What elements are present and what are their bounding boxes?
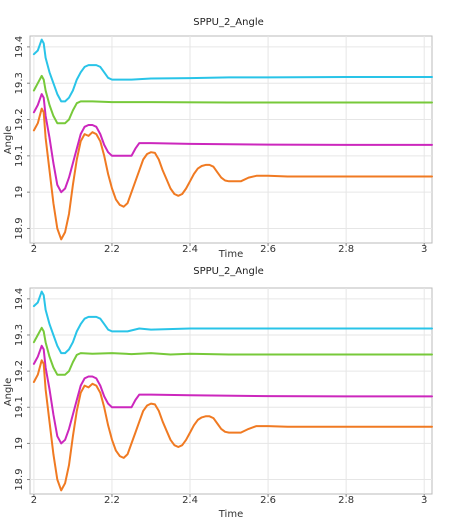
x-tick-label: 2.6 bbox=[260, 495, 276, 506]
x-tick-label: 2 bbox=[31, 495, 37, 506]
y-tick-label: 19.4 bbox=[14, 36, 25, 58]
chart-panel-top: SPPU_2_Angle 2 2.2 2.4 2.6 2.8 3 18.9 19 19.1 19.… bbox=[3, 17, 433, 260]
y-tick-label: 19.4 bbox=[14, 288, 25, 310]
chart-plot-bottom: 2 2.2 2.4 2.6 2.8 3 18.9 19 19.1 19.2 19.3 19.4 Time… bbox=[3, 287, 433, 520]
chart-title: SPPU_2_Angle bbox=[193, 17, 264, 28]
series-line-2 bbox=[32, 74, 433, 125]
series-line-3 bbox=[32, 344, 433, 445]
y-tick-label: 19.1 bbox=[14, 145, 25, 167]
y-tick-label: 19.3 bbox=[14, 72, 25, 94]
y-axis-label: Angle bbox=[3, 126, 14, 154]
y-tick-label: 18.9 bbox=[14, 217, 25, 239]
chart-plot-top: 2 2.2 2.4 2.6 2.8 3 18.9 19 19.1 19.2 19.3 19.4 Time… bbox=[3, 35, 433, 260]
series-line-4 bbox=[32, 359, 433, 492]
y-tick-label: 19.2 bbox=[14, 108, 25, 130]
y-tick-label: 19.1 bbox=[14, 396, 25, 418]
x-axis-label: Time bbox=[218, 249, 243, 260]
x-tick-label: 3 bbox=[421, 244, 427, 255]
x-tick-label: 2.8 bbox=[338, 244, 354, 255]
x-tick-label: 2.6 bbox=[260, 244, 276, 255]
series-line-3 bbox=[32, 93, 433, 194]
chart-panel-bottom: SPPU_2_Angle 2 2.2 2.4 2.6 2.8 3 18.9 19 19.1 19.… bbox=[0, 262, 457, 523]
series-line-2 bbox=[32, 326, 433, 376]
x-axis-label: Time bbox=[218, 509, 243, 520]
x-tick-label: 2.4 bbox=[182, 495, 198, 506]
x-tick-label: 2.8 bbox=[338, 495, 354, 506]
x-tick-label: 2.2 bbox=[104, 244, 120, 255]
x-tick-label: 3 bbox=[421, 495, 427, 506]
y-axis-label: Angle bbox=[3, 378, 14, 406]
x-tick-label: 2 bbox=[31, 244, 37, 255]
series-line-4 bbox=[32, 107, 433, 241]
y-tick-label: 19 bbox=[14, 186, 25, 199]
y-tick-label: 18.9 bbox=[14, 468, 25, 490]
series-line-1 bbox=[32, 38, 433, 103]
chart-title: SPPU_2_Angle bbox=[193, 266, 264, 277]
x-tick-label: 2.4 bbox=[182, 244, 198, 255]
y-tick-label: 19.3 bbox=[14, 324, 25, 346]
x-tick-label: 2.2 bbox=[104, 495, 120, 506]
plot-area bbox=[29, 35, 433, 244]
y-tick-label: 19.2 bbox=[14, 360, 25, 382]
series-line-1 bbox=[32, 290, 433, 355]
plot-area bbox=[29, 287, 433, 495]
y-tick-label: 19 bbox=[14, 437, 25, 450]
